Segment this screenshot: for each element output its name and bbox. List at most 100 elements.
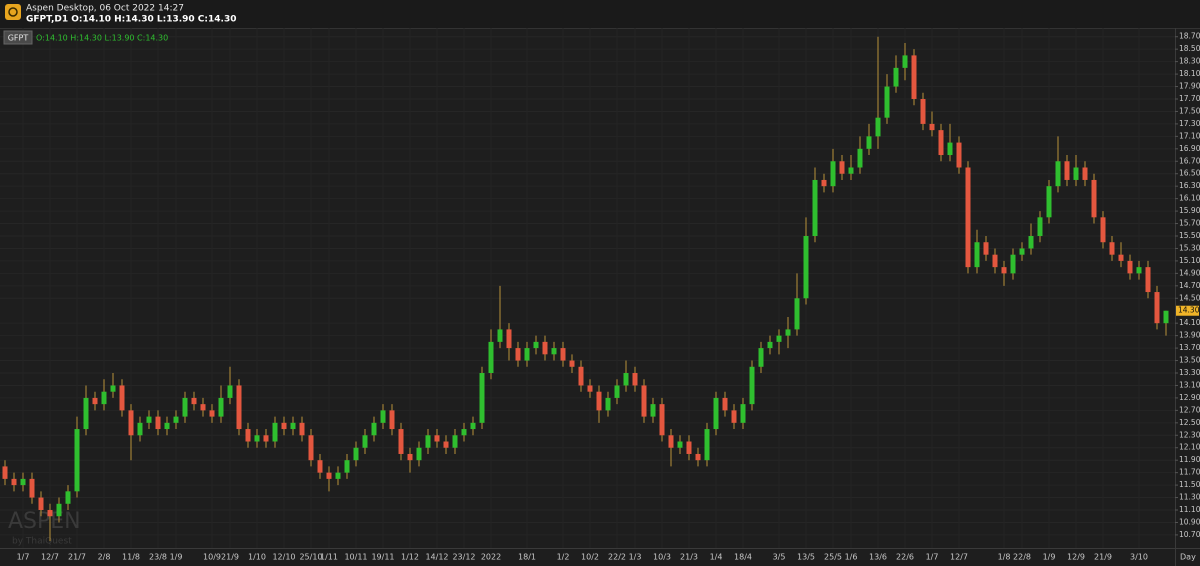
candle-body <box>452 435 458 448</box>
watermark-brand: ASPEN <box>8 509 81 534</box>
x-tick-label: 25/5 <box>824 553 842 562</box>
y-tick-label: 11.90 <box>1179 455 1200 464</box>
x-tick-label: 22/6 <box>896 553 914 562</box>
candle-body <box>137 422 143 436</box>
candle-body <box>1028 236 1034 249</box>
y-tick-label: 14.10 <box>1179 318 1200 327</box>
y-tick-label: 12.70 <box>1179 405 1200 414</box>
y-tick-label: 13.90 <box>1179 331 1200 340</box>
x-tick-label: 13/6 <box>869 553 887 562</box>
candle-body <box>1154 292 1160 324</box>
candle-body <box>335 472 341 479</box>
candle-body <box>533 341 539 349</box>
candle-body <box>1073 167 1079 180</box>
candle-body <box>182 397 188 417</box>
candle-body <box>1037 217 1043 236</box>
candle-body <box>749 366 755 405</box>
candle-body <box>803 236 809 299</box>
y-tick-label: 16.10 <box>1179 194 1200 203</box>
y-tick-label: 12.50 <box>1179 418 1200 427</box>
candle-body <box>848 167 854 174</box>
app-icon-mark <box>8 7 18 17</box>
candle-body <box>551 348 557 355</box>
candle-body <box>101 391 107 405</box>
candle-body <box>740 404 746 423</box>
candle-body <box>920 98 926 124</box>
candle-body <box>245 429 251 442</box>
y-tick-label: 15.90 <box>1179 206 1200 215</box>
x-tick-label: 22/8 <box>1013 553 1031 562</box>
candle-body <box>146 416 152 423</box>
candle-body <box>704 429 710 461</box>
candle-body <box>380 410 386 423</box>
symbol-line: GFPT,D1 O:14.10 H:14.30 L:13.90 C:14.30 <box>26 15 236 25</box>
candle-body <box>497 329 503 342</box>
candle-body <box>623 373 629 386</box>
candle-body <box>866 136 872 149</box>
candle-body <box>389 410 395 430</box>
symbol-badge <box>3 30 33 45</box>
x-unit-label: Day <box>1180 553 1196 562</box>
y-tick-label: 17.30 <box>1179 119 1200 128</box>
candle-body <box>128 410 134 436</box>
x-tick-label: 21/7 <box>68 553 86 562</box>
candle-body <box>632 373 638 386</box>
candle-body <box>1046 186 1052 218</box>
candle-body <box>65 491 71 504</box>
symbol-label: GFPT <box>8 34 29 43</box>
watermark-by: by ThaiQuest <box>12 537 72 547</box>
candle-body <box>506 329 512 349</box>
x-tick-label: 1/9 <box>170 553 183 562</box>
candle-body <box>1136 267 1142 274</box>
x-tick-label: 21/3 <box>680 553 698 562</box>
candle-body <box>425 435 431 448</box>
candle-body <box>164 422 170 430</box>
y-tick-label: 14.70 <box>1179 281 1200 290</box>
x-tick-label: 18/1 <box>518 553 536 562</box>
x-tick-label: 1/7 <box>17 553 30 562</box>
candle-body <box>659 404 665 436</box>
x-tick-label: 18/4 <box>734 553 752 562</box>
candle-body <box>272 422 278 442</box>
candle-body <box>677 441 683 448</box>
candle-body <box>524 348 530 361</box>
candle-body <box>416 447 422 461</box>
candle-body <box>254 435 260 442</box>
y-tick-label: 10.90 <box>1179 517 1200 526</box>
candle-body <box>218 397 224 417</box>
candle-body <box>893 67 899 87</box>
x-tick-label: 3/5 <box>773 553 786 562</box>
candle-body <box>1082 167 1088 180</box>
candle-body <box>767 341 773 349</box>
candle-body <box>20 478 26 486</box>
x-tick-label: 1/6 <box>845 553 858 562</box>
x-tick-label: 1/8 <box>998 553 1011 562</box>
candle-body <box>911 55 917 99</box>
candle-body <box>875 117 881 137</box>
y-tick-label: 13.50 <box>1179 356 1200 365</box>
x-tick-label: 25/10 <box>299 553 322 562</box>
candle-body <box>443 441 449 448</box>
candle-body <box>794 298 800 330</box>
candle-body <box>38 497 44 511</box>
candle-body <box>785 329 791 336</box>
x-tick-label: 1/4 <box>710 553 723 562</box>
y-tick-label: 12.90 <box>1179 393 1200 402</box>
candle-body <box>605 397 611 411</box>
last-price-label: 14.30 <box>1178 306 1200 315</box>
candle-body <box>200 404 206 411</box>
candle-body <box>209 410 215 417</box>
candle-body <box>227 385 233 398</box>
candle-body <box>83 397 89 430</box>
candle-body <box>299 422 305 436</box>
y-tick-label: 11.70 <box>1179 468 1200 477</box>
candle-body <box>884 86 890 118</box>
candle-body <box>614 385 620 398</box>
y-tick-label: 15.70 <box>1179 219 1200 228</box>
candle-body <box>236 385 242 430</box>
x-tick-label: 2/8 <box>98 553 111 562</box>
candle-body <box>650 404 656 417</box>
candle-body <box>1163 310 1169 324</box>
y-tick-label: 13.30 <box>1179 368 1200 377</box>
app-icon <box>5 4 21 20</box>
